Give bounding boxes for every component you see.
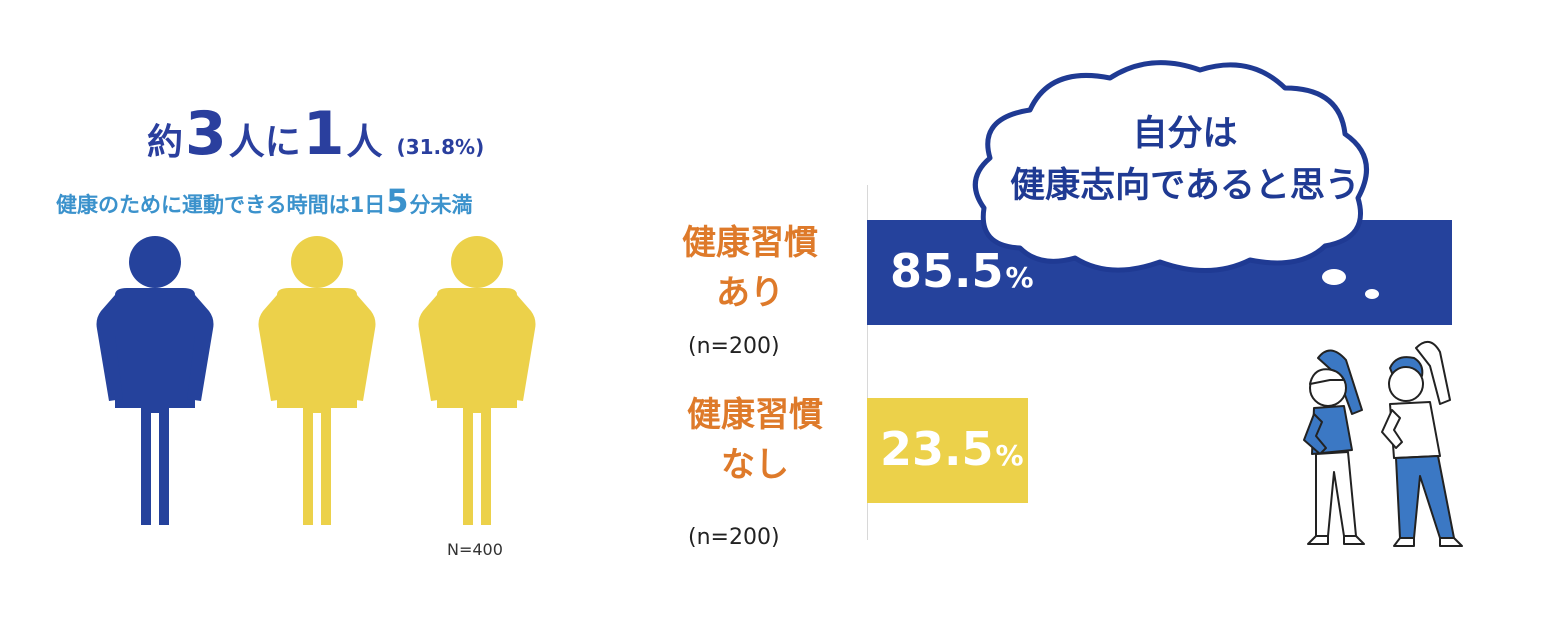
subheadline-post: 分未満 xyxy=(409,193,473,217)
value-label-1-unit: % xyxy=(1005,261,1034,294)
value-label-2-unit: % xyxy=(995,439,1024,472)
value-label-1-number: 85.5 xyxy=(890,244,1004,298)
headline: 約 3 人に 1 人 (31.8%) xyxy=(147,104,547,165)
headline-pre: 約 xyxy=(147,122,184,163)
subheadline-number: 5 xyxy=(386,182,409,220)
headline-number-3: 3 xyxy=(185,99,227,169)
stretching-people-illustration xyxy=(1303,341,1463,547)
thought-bubble-cloud xyxy=(972,60,1379,299)
bubble-dot-small xyxy=(1365,289,1379,299)
sample-size-label-1: (n=200) xyxy=(688,334,780,359)
value-label-2-number: 23.5 xyxy=(880,422,994,476)
subheadline-pre: 健康のために運動できる時間は1日 xyxy=(56,193,386,217)
value-label-1: 85.5 % xyxy=(890,244,1034,298)
left-infographic: 約 3 人に 1 人 (31.8%) 健康のために運動できる時間は1日 5 分未… xyxy=(0,0,640,624)
category-label-1-line2: あり xyxy=(716,273,784,313)
category-label-2: 健康習慣 なし xyxy=(670,390,840,490)
category-label-1-line1: 健康習慣 xyxy=(682,223,818,263)
category-label-1: 健康習慣 あり xyxy=(660,218,840,318)
headline-mid: 人に xyxy=(228,122,301,163)
bar-without-habit xyxy=(867,398,1028,503)
subheadline: 健康のために運動できる時間は1日 5 分未満 xyxy=(56,182,472,220)
value-label-2: 23.5 % xyxy=(880,422,1024,476)
thought-bubble-text: 自分は 健康志向であると思う xyxy=(985,108,1385,212)
category-label-2-line2: なし xyxy=(721,445,789,485)
headline-post: 人 xyxy=(346,122,383,163)
sample-size-label-2: (n=200) xyxy=(688,525,780,550)
thought-bubble-line2: 健康志向であると思う xyxy=(1010,166,1360,206)
thought-bubble-line1: 自分は xyxy=(1132,114,1238,154)
sample-size-total: N=400 xyxy=(447,540,503,559)
bubble-dot-large xyxy=(1322,269,1346,285)
category-label-2-line1: 健康習慣 xyxy=(687,395,823,435)
headline-percentage: (31.8%) xyxy=(396,135,485,159)
axis-line xyxy=(867,185,868,540)
headline-number-1: 1 xyxy=(302,99,345,169)
